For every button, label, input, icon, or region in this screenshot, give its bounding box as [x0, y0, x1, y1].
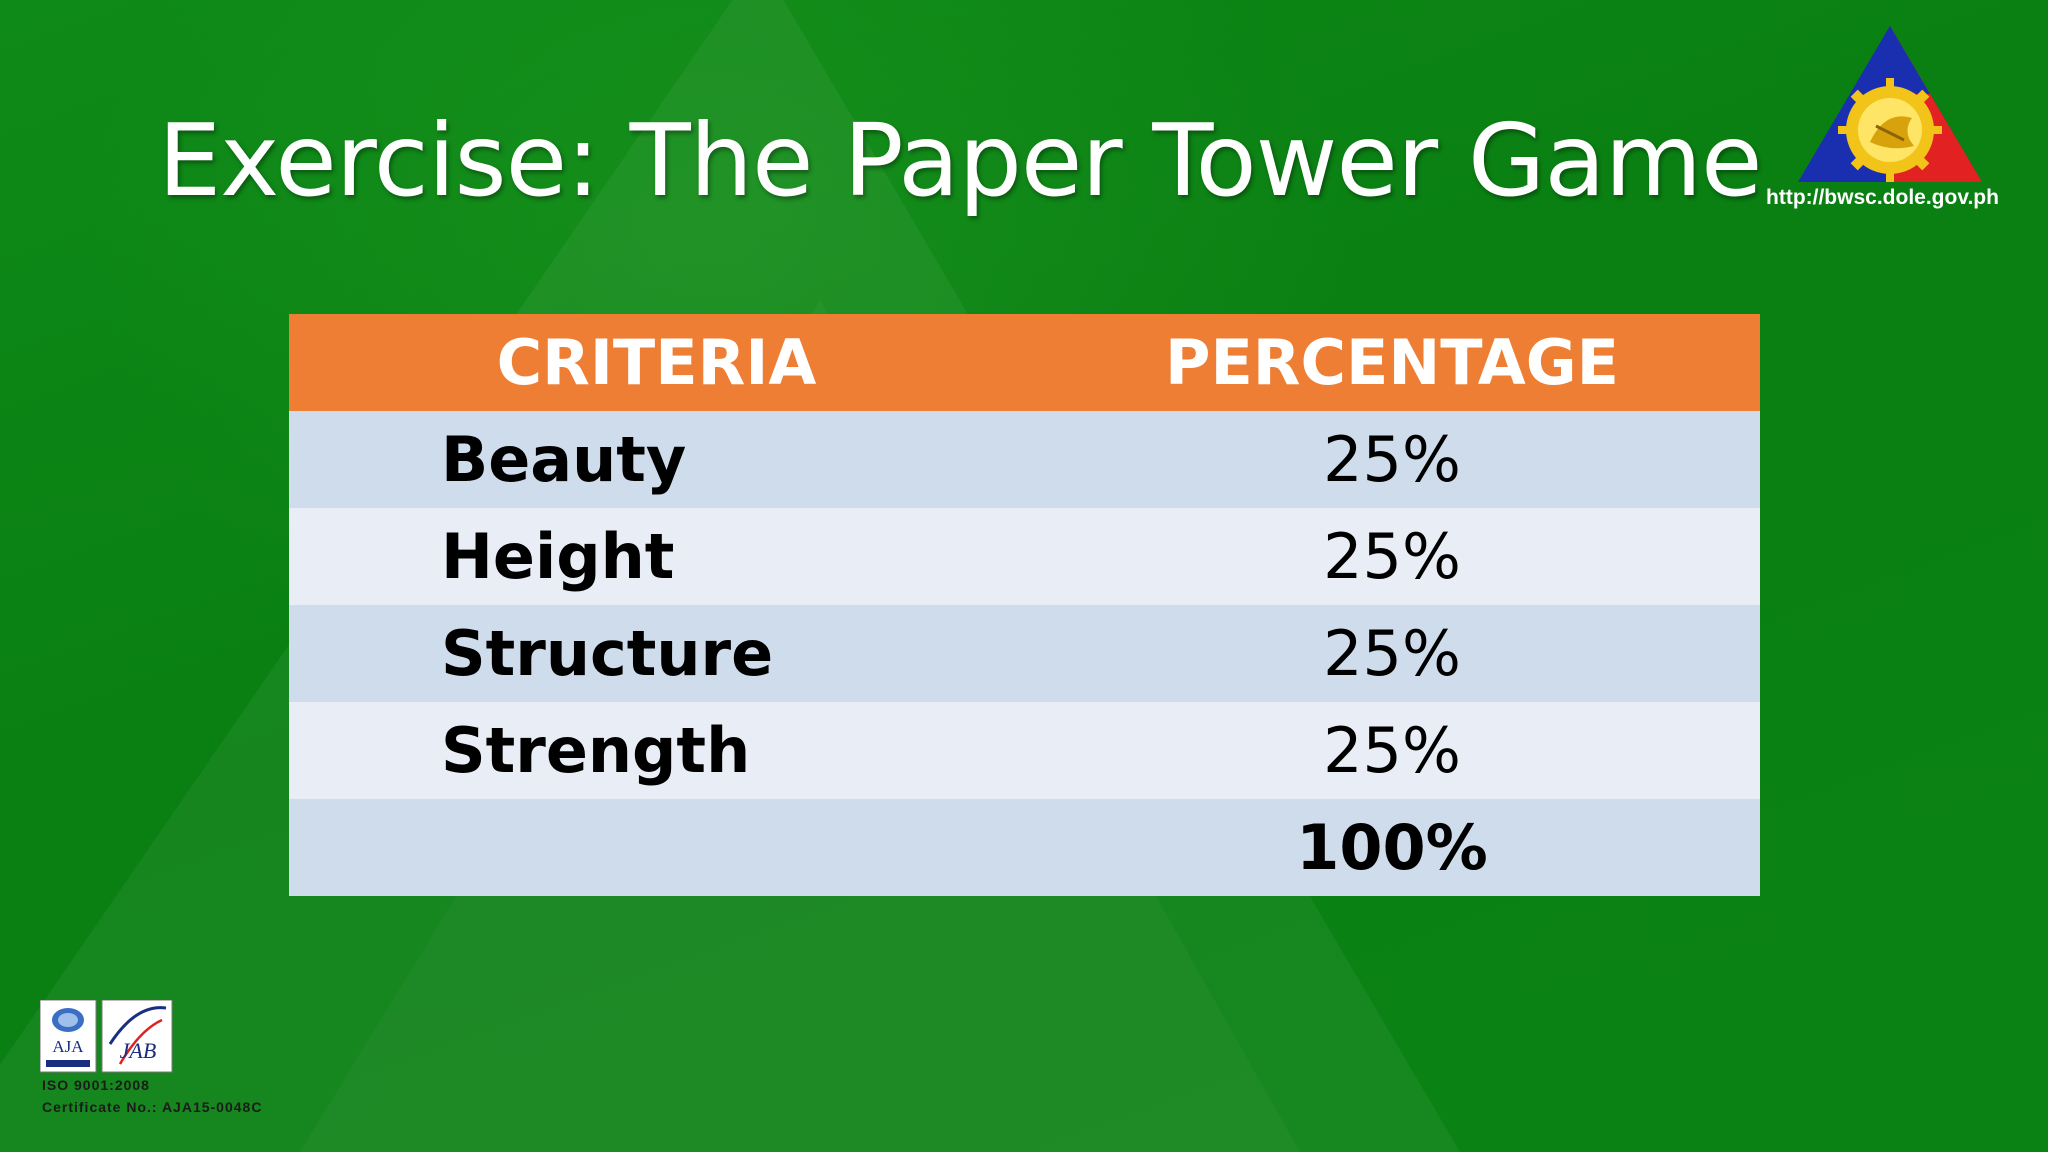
total-cell: 100% [1024, 799, 1760, 896]
percentage-cell: 25% [1024, 508, 1760, 605]
certification-badges-icon: AJA JAB [40, 1000, 173, 1073]
percentage-cell: 25% [1024, 411, 1760, 508]
criteria-cell: Structure [289, 605, 1024, 702]
slide-title: Exercise: The Paper Tower Game [158, 102, 1763, 219]
criteria-cell: Height [289, 508, 1024, 605]
table-row: Structure 25% [289, 605, 1760, 702]
iso-standard-text: ISO 9001:2008 [42, 1077, 150, 1093]
aja-badge-text: AJA [52, 1037, 84, 1056]
table-row: Beauty 25% [289, 411, 1760, 508]
logo-url: http://bwsc.dole.gov.ph [1766, 186, 1999, 209]
percentage-cell: 25% [1024, 605, 1760, 702]
table-header-row: CRITERIA PERCENTAGE [289, 314, 1760, 411]
dole-logo-icon [1798, 26, 1982, 182]
criteria-cell: Beauty [289, 411, 1024, 508]
table-row: Height 25% [289, 508, 1760, 605]
certificate-number-text: Certificate No.: AJA15-0048C [42, 1099, 263, 1115]
jab-badge-text: JAB [120, 1038, 157, 1063]
total-row: 100% [289, 799, 1760, 896]
header-criteria: CRITERIA [289, 314, 1024, 411]
total-label-cell [289, 799, 1024, 896]
table-row: Strength 25% [289, 702, 1760, 799]
criteria-cell: Strength [289, 702, 1024, 799]
header-percentage: PERCENTAGE [1024, 314, 1760, 411]
percentage-cell: 25% [1024, 702, 1760, 799]
criteria-table: CRITERIA PERCENTAGE Beauty 25% Height 25… [289, 314, 1760, 896]
